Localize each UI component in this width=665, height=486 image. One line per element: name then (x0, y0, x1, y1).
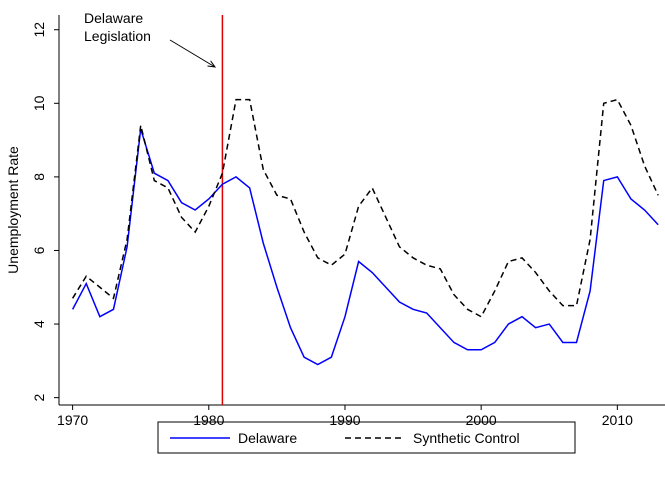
y-axis-label: Unemployment Rate (5, 146, 21, 274)
legend-label: Delaware (238, 430, 297, 446)
x-tick-label: 2000 (466, 412, 497, 428)
series-line (71, 98, 659, 318)
y-tick-label: 12 (31, 22, 47, 38)
legend-label: Synthetic Control (413, 430, 520, 446)
x-tick-label: 1970 (57, 412, 88, 428)
x-tick-label: 1990 (329, 412, 360, 428)
series-line (71, 128, 659, 366)
y-tick-label: 8 (31, 173, 47, 181)
y-tick-label: 6 (31, 246, 47, 254)
annotation: Legislation (84, 28, 151, 44)
annotation-arrow (169, 39, 215, 67)
annotation: Delaware (84, 10, 143, 26)
y-tick-label: 10 (31, 95, 47, 111)
y-tick-label: 4 (31, 320, 47, 328)
x-tick-label: 2010 (602, 412, 633, 428)
x-tick-label: 1980 (193, 412, 224, 428)
y-tick-label: 2 (31, 394, 47, 402)
